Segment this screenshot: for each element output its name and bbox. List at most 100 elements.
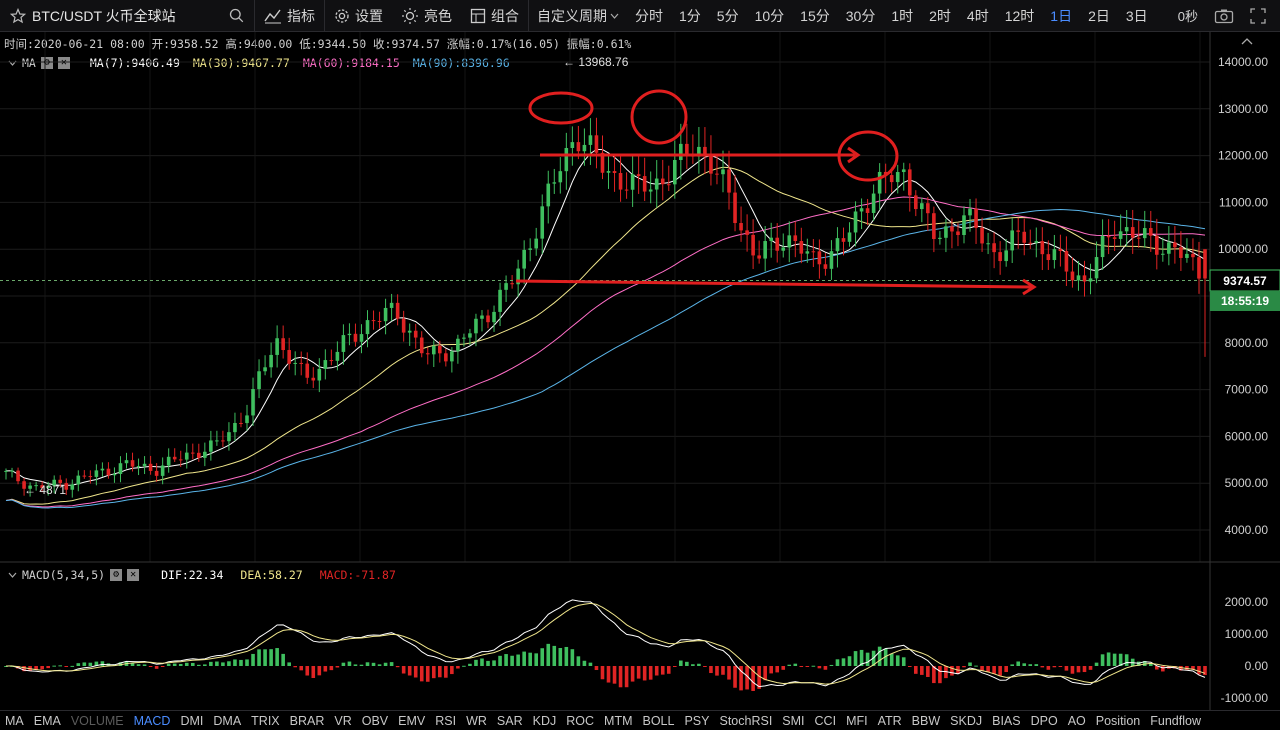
macd-histogram-bar xyxy=(389,662,394,666)
candle-body xyxy=(853,211,858,233)
indicator-tab-roc[interactable]: ROC xyxy=(566,713,595,728)
indicator-tab-rsi[interactable]: RSI xyxy=(435,713,457,728)
macd-histogram-bar xyxy=(1070,666,1075,674)
theme-button[interactable]: 亮色 xyxy=(392,0,461,31)
macd-histogram-bar xyxy=(721,666,725,675)
period-9[interactable]: 12时 xyxy=(1004,7,1035,24)
collapse-icon[interactable] xyxy=(1240,36,1254,46)
candle-body xyxy=(317,368,322,381)
indicator-tab-dmi[interactable]: DMI xyxy=(180,713,204,728)
indicator-tab-ao[interactable]: AO xyxy=(1067,713,1086,728)
indicator-tab-cci[interactable]: CCI xyxy=(814,713,837,728)
candle-body xyxy=(709,154,713,174)
macd-settings-icon[interactable]: ⚙ xyxy=(110,569,123,581)
period-11[interactable]: 2日 xyxy=(1088,7,1110,24)
indicators-button[interactable]: 指标 xyxy=(255,0,325,31)
indicator-tab-kdj[interactable]: KDJ xyxy=(532,713,557,728)
settings-button[interactable]: 设置 xyxy=(325,0,392,31)
camera-icon[interactable] xyxy=(1214,8,1234,24)
indicator-tab-mtm[interactable]: MTM xyxy=(604,713,633,728)
candle-body xyxy=(938,237,942,239)
indicator-tab-trix[interactable]: TRIX xyxy=(251,713,280,728)
period-0[interactable]: 分时 xyxy=(635,7,663,24)
candle-body xyxy=(1016,230,1021,232)
indicator-tab-obv[interactable]: OBV xyxy=(361,713,389,728)
chevron-down-icon xyxy=(610,13,619,19)
period-12[interactable]: 3日 xyxy=(1125,7,1148,24)
candle-body xyxy=(70,484,75,490)
drawing-annotations[interactable] xyxy=(515,89,1037,296)
candle-body xyxy=(227,432,231,442)
candle-body xyxy=(564,148,569,172)
star-icon[interactable] xyxy=(10,7,26,24)
macd-histogram-bar xyxy=(865,652,870,666)
indicator-tab-vr[interactable]: VR xyxy=(334,713,352,728)
indicator-tab-bbw[interactable]: BBW xyxy=(911,713,941,728)
macd-histogram-bar xyxy=(715,666,719,676)
annotation-support-line[interactable] xyxy=(515,279,1033,289)
period-7[interactable]: 2时 xyxy=(929,7,951,24)
chevron-down-icon[interactable] xyxy=(8,572,17,578)
macd-histogram-bar xyxy=(46,666,50,669)
indicator-tab-atr[interactable]: ATR xyxy=(877,713,902,728)
indicator-tab-bias[interactable]: BIAS xyxy=(992,713,1021,728)
candle-body xyxy=(516,268,520,285)
candle-body xyxy=(865,208,870,213)
indicator-tab-ma[interactable]: MA xyxy=(5,713,24,728)
indicator-tab-emv[interactable]: EMV xyxy=(398,713,426,728)
macd-histogram-bar xyxy=(1022,663,1027,666)
indicator-tab-brar[interactable]: BRAR xyxy=(289,713,325,728)
period-5[interactable]: 30分 xyxy=(845,7,876,24)
annotation-arrowhead-top xyxy=(847,146,861,164)
indicator-tab-wr[interactable]: WR xyxy=(466,713,487,728)
candle-body xyxy=(889,175,894,183)
macd-close-icon[interactable]: ✕ xyxy=(127,569,140,581)
indicator-tab-sar[interactable]: SAR xyxy=(496,713,523,728)
annotation-circle-peak-2[interactable] xyxy=(630,89,688,145)
indicator-tab-smi[interactable]: SMI xyxy=(782,713,805,728)
candle-body xyxy=(281,338,285,351)
period-2[interactable]: 5分 xyxy=(716,7,739,24)
candle-body xyxy=(576,142,581,152)
candle-body xyxy=(1185,253,1189,258)
period-4[interactable]: 15分 xyxy=(800,7,830,24)
symbol-area[interactable]: BTC/USDT 火币全球站 xyxy=(0,0,255,31)
period-3[interactable]: 10分 xyxy=(754,7,785,24)
search-icon[interactable] xyxy=(229,8,244,23)
candle-body xyxy=(341,335,346,352)
indicator-tab-mfi[interactable]: MFI xyxy=(846,713,868,728)
indicator-tab-psy[interactable]: PSY xyxy=(684,713,710,728)
indicator-tab-dpo[interactable]: DPO xyxy=(1030,713,1058,728)
period-10[interactable]: 1日 xyxy=(1050,7,1073,24)
macd-histogram-bar xyxy=(317,666,322,676)
candle-body xyxy=(347,333,352,336)
indicator-tab-skdj[interactable]: SKDJ xyxy=(950,713,983,728)
fullscreen-icon[interactable] xyxy=(1250,7,1266,24)
indicator-tab-position[interactable]: Position xyxy=(1095,713,1141,728)
macd-histogram-bar xyxy=(564,646,569,666)
period-1[interactable]: 1分 xyxy=(679,7,701,24)
indicator-tab-fundflow[interactable]: Fundflow xyxy=(1150,713,1201,728)
indicator-tab-stochrsi[interactable]: StochRSI xyxy=(719,713,773,728)
macd-histogram-bar xyxy=(203,664,207,666)
candle-body xyxy=(106,468,111,476)
candle-body xyxy=(1106,235,1111,238)
price-chart[interactable]: 14000.00 13000.00 12000.00 11000.00 10000.00… xyxy=(0,32,1280,710)
macd-histogram-bar xyxy=(1010,664,1014,666)
custom-period-dropdown[interactable]: 自定义周期 xyxy=(529,0,627,31)
indicator-tab-macd[interactable]: MACD xyxy=(133,713,171,728)
macd-histogram-bar xyxy=(558,647,563,666)
macd-histogram-bar xyxy=(480,658,484,666)
layout-button[interactable]: 组合 xyxy=(461,0,529,31)
macd-histogram-bar xyxy=(1046,666,1051,670)
candle-body xyxy=(546,183,551,207)
indicator-tab-volume[interactable]: VOLUME xyxy=(70,713,124,728)
annotation-circle-peak-1[interactable] xyxy=(528,91,594,125)
candle-body xyxy=(359,334,364,342)
candle-body xyxy=(636,174,641,177)
indicator-tab-boll[interactable]: BOLL xyxy=(642,713,675,728)
indicator-tab-ema[interactable]: EMA xyxy=(33,713,61,728)
period-6[interactable]: 1时 xyxy=(891,7,914,24)
period-8[interactable]: 4时 xyxy=(966,7,989,24)
indicator-tab-dma[interactable]: DMA xyxy=(213,713,242,728)
